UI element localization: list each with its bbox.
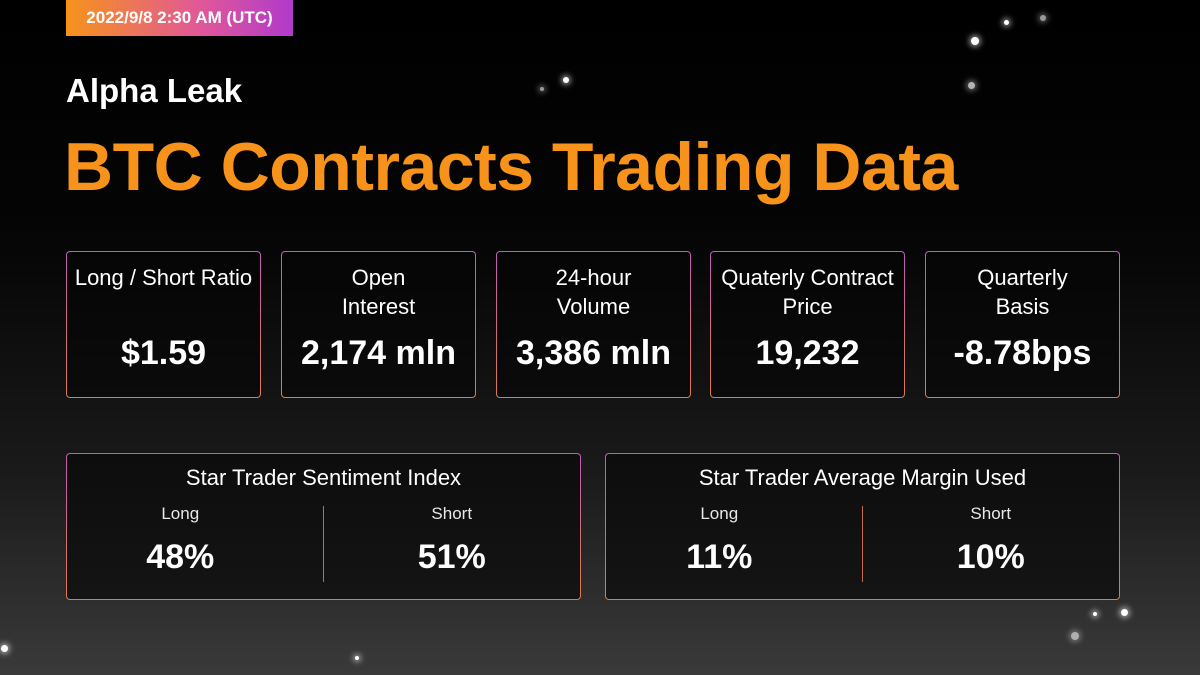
short-value: 51% <box>417 538 486 576</box>
stat-value: 2,174 mln <box>301 334 456 372</box>
star-decoration <box>1121 609 1128 616</box>
brand-subtitle: Alpha Leak <box>66 72 243 109</box>
long-label: Long <box>161 504 200 523</box>
star-decoration <box>968 82 975 89</box>
short-column: Short 51% <box>324 504 581 577</box>
card-title: Star Trader Sentiment Index <box>185 465 462 490</box>
sentiment-index-card: Star Trader Sentiment Index Long 48% Sho… <box>66 453 581 600</box>
short-label: Short <box>431 504 473 523</box>
date-text: 2022/9/8 2:30 AM (UTC) <box>86 8 273 27</box>
stat-label: Long / Short Ratio <box>74 265 253 290</box>
stat-label: Open Interest <box>341 265 416 319</box>
short-value: 10% <box>956 538 1025 576</box>
stat-card-open-interest: Open Interest 2,174 mln <box>281 251 476 398</box>
star-decoration <box>1004 20 1009 25</box>
page-title: BTC Contracts Trading Data <box>64 129 958 205</box>
long-column: Long 48% <box>67 504 324 577</box>
long-label: Long <box>700 504 739 523</box>
stat-value: -8.78bps <box>953 334 1092 372</box>
star-decoration <box>1093 612 1097 616</box>
column-divider <box>862 506 863 582</box>
stat-card-24h-volume: 24-hour Volume 3,386 mln <box>496 251 691 398</box>
average-margin-card: Star Trader Average Margin Used Long 11%… <box>605 453 1120 600</box>
star-decoration <box>1040 15 1046 21</box>
short-label: Short <box>970 504 1012 523</box>
stat-label: 24-hour Volume <box>555 265 632 319</box>
stat-card-quarterly-contract-price: Quaterly Contract Price 19,232 <box>710 251 905 398</box>
long-value: 11% <box>686 538 753 576</box>
stat-value: 3,386 mln <box>516 334 671 372</box>
star-decoration <box>563 77 569 83</box>
star-decoration <box>355 656 359 660</box>
column-divider <box>323 506 324 582</box>
short-column: Short 10% <box>863 504 1120 577</box>
stat-card-quarterly-basis: Quarterly Basis -8.78bps <box>925 251 1120 398</box>
stat-card-long-short-ratio: Long / Short Ratio $1.59 <box>66 251 261 398</box>
long-value: 48% <box>146 538 215 576</box>
star-decoration <box>540 87 544 91</box>
date-badge: 2022/9/8 2:30 AM (UTC) <box>66 0 293 36</box>
stat-value: $1.59 <box>120 334 207 372</box>
star-decoration <box>1071 632 1079 640</box>
star-decoration <box>1 645 8 652</box>
star-decoration <box>971 37 979 45</box>
stat-label: Quarterly Basis <box>977 265 1068 319</box>
stat-value: 19,232 <box>755 334 860 372</box>
long-column: Long 11% <box>606 504 863 577</box>
stat-label: Quaterly Contract Price <box>721 265 894 319</box>
card-title: Star Trader Average Margin Used <box>698 465 1027 490</box>
